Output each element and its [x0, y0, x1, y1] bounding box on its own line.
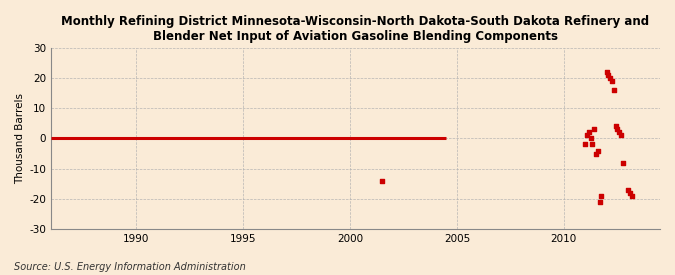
Text: Source: U.S. Energy Information Administration: Source: U.S. Energy Information Administ… — [14, 262, 245, 272]
Point — [589, 127, 599, 132]
Point — [617, 160, 628, 165]
Point — [587, 142, 597, 147]
Point — [592, 148, 603, 153]
Point — [581, 133, 592, 138]
Point — [610, 124, 621, 129]
Point — [585, 136, 596, 141]
Point — [624, 190, 635, 195]
Point — [580, 142, 591, 147]
Point — [594, 199, 605, 204]
Point — [583, 130, 594, 135]
Point — [605, 76, 616, 81]
Point — [596, 193, 607, 198]
Point — [377, 178, 387, 183]
Point — [591, 151, 601, 156]
Point — [622, 187, 633, 192]
Point — [616, 133, 626, 138]
Point — [626, 193, 637, 198]
Point — [612, 127, 622, 132]
Point — [608, 88, 619, 93]
Point — [607, 79, 618, 84]
Y-axis label: Thousand Barrels: Thousand Barrels — [15, 93, 25, 184]
Title: Monthly Refining District Minnesota-Wisconsin-North Dakota-South Dakota Refinery: Monthly Refining District Minnesota-Wisc… — [61, 15, 649, 43]
Point — [614, 130, 624, 135]
Point — [601, 70, 612, 75]
Point — [603, 73, 614, 78]
